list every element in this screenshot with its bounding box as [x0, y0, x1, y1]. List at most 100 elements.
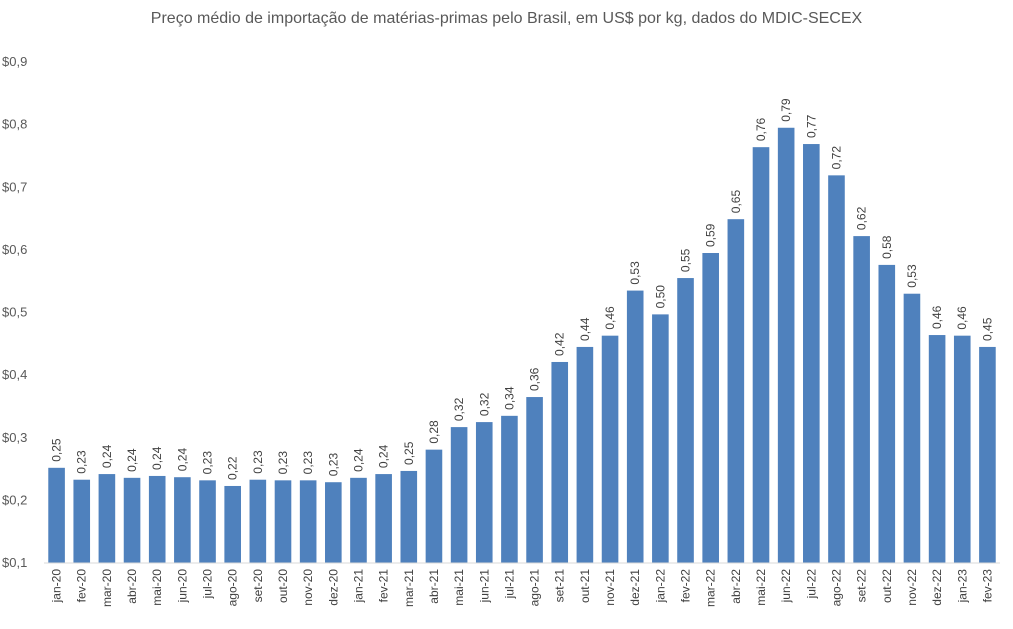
data-label: 0,45 — [980, 317, 994, 341]
data-label: 0,42 — [553, 332, 567, 356]
data-label: 0,65 — [729, 190, 743, 214]
bar — [325, 482, 342, 563]
y-tick-label: $0,7 — [2, 179, 27, 194]
bar — [953, 335, 971, 563]
x-tick-label: mar-21 — [402, 569, 416, 607]
data-label: 0,46 — [930, 305, 944, 329]
data-label: 0,46 — [955, 306, 969, 330]
x-tick-label: jul-22 — [804, 569, 818, 600]
x-tick-label: out-20 — [276, 569, 290, 603]
x-tick-label: mai-20 — [150, 569, 164, 606]
y-tick-label: $0,8 — [2, 117, 27, 132]
y-tick-label: $0,9 — [2, 54, 27, 69]
bar — [400, 470, 418, 563]
data-label: 0,23 — [201, 451, 215, 475]
x-tick-label: dez-21 — [628, 569, 642, 606]
bar — [803, 144, 820, 563]
x-tick-label: jan-21 — [351, 569, 365, 604]
x-tick-label: jun-21 — [477, 569, 491, 604]
data-label: 0,24 — [125, 448, 139, 472]
data-label: 0,24 — [150, 446, 164, 470]
data-label: 0,59 — [704, 223, 718, 247]
bar — [148, 475, 166, 563]
x-tick-label: jun-22 — [779, 569, 793, 604]
bars — [48, 127, 996, 564]
x-tick-label: set-20 — [251, 569, 265, 603]
x-tick-label: dez-20 — [326, 569, 340, 606]
x-tick-label: abr-20 — [125, 569, 139, 604]
x-tick-label: mar-20 — [100, 569, 114, 607]
x-tick-label: fev-20 — [75, 569, 89, 603]
y-axis: $0,1 $0,2 $0,3 $0,4 $0,5 $0,6 $0,7 $0,8 $0,9 — [2, 54, 27, 570]
y-tick-label: $0,1 — [2, 555, 27, 570]
bar — [903, 293, 921, 563]
data-label: 0,22 — [226, 456, 240, 480]
bar — [299, 480, 317, 563]
x-tick-label: jan-23 — [955, 569, 969, 604]
bar — [752, 147, 770, 564]
bar — [73, 479, 91, 563]
bar — [274, 480, 292, 563]
x-tick-label: out-22 — [880, 569, 894, 603]
chart-title: Preço médio de importação de matérias-pr… — [150, 10, 863, 27]
x-tick-label: jul-20 — [201, 569, 215, 600]
data-label: 0,24 — [377, 444, 391, 468]
data-label: 0,53 — [628, 261, 642, 285]
x-tick-label: nov-22 — [905, 569, 919, 606]
x-tick-label: ago-20 — [226, 569, 240, 607]
bar — [601, 335, 619, 563]
data-label: 0,46 — [603, 306, 617, 330]
bar — [979, 346, 996, 563]
data-label: 0,23 — [276, 451, 290, 475]
data-label: 0,25 — [50, 438, 64, 462]
data-label: 0,28 — [427, 420, 441, 444]
x-tick-label: jan-20 — [50, 569, 64, 604]
data-label: 0,50 — [653, 285, 667, 309]
x-tick-label: ago-22 — [829, 569, 843, 607]
y-tick-label: $0,6 — [2, 242, 27, 257]
data-labels: 0,25 0,23 0,24 0,24 0,24 0,24 0,23 0,22 0,23 0,23… — [50, 98, 995, 480]
bar — [576, 346, 594, 563]
bar — [350, 477, 367, 563]
x-tick-label: abr-22 — [729, 569, 743, 604]
x-tick-label: mai-22 — [754, 569, 768, 606]
bar — [249, 479, 267, 563]
bar — [727, 219, 745, 563]
x-tick-label: nov-21 — [603, 569, 617, 606]
x-tick-label: fev-22 — [679, 569, 693, 603]
x-tick-label: jan-22 — [653, 569, 667, 604]
bar — [677, 278, 694, 563]
y-tick-label: $0,2 — [2, 492, 27, 507]
data-label: 0,76 — [754, 117, 768, 141]
bar — [48, 467, 65, 563]
x-tick-label: set-21 — [553, 569, 567, 603]
x-tick-label: jul-21 — [502, 569, 516, 600]
data-label: 0,32 — [477, 392, 491, 416]
bar — [425, 449, 443, 563]
bar — [526, 397, 543, 563]
data-label: 0,23 — [251, 450, 265, 474]
bar — [98, 474, 116, 563]
data-label: 0,24 — [175, 448, 189, 472]
data-label: 0,58 — [880, 235, 894, 259]
x-axis: jan-20 fev-20 mar-20 abr-20 mai-20 jun-20 jul-… — [44, 562, 1000, 607]
data-label: 0,55 — [679, 248, 693, 272]
bar — [626, 290, 644, 563]
data-label: 0,25 — [402, 441, 416, 465]
x-tick-label: nov-20 — [301, 569, 315, 606]
bar — [652, 314, 669, 563]
bar — [375, 474, 392, 563]
x-tick-label: out-21 — [578, 569, 592, 603]
bar — [174, 477, 191, 563]
data-label: 0,32 — [452, 397, 466, 421]
x-tick-label: dez-22 — [930, 569, 944, 606]
bar — [199, 480, 216, 563]
bar — [928, 335, 946, 563]
data-label: 0,24 — [351, 448, 365, 472]
data-label: 0,36 — [528, 367, 542, 391]
x-tick-label: jun-20 — [175, 569, 189, 604]
data-label: 0,77 — [804, 114, 818, 138]
bar — [828, 175, 845, 563]
y-tick-label: $0,5 — [2, 305, 27, 320]
